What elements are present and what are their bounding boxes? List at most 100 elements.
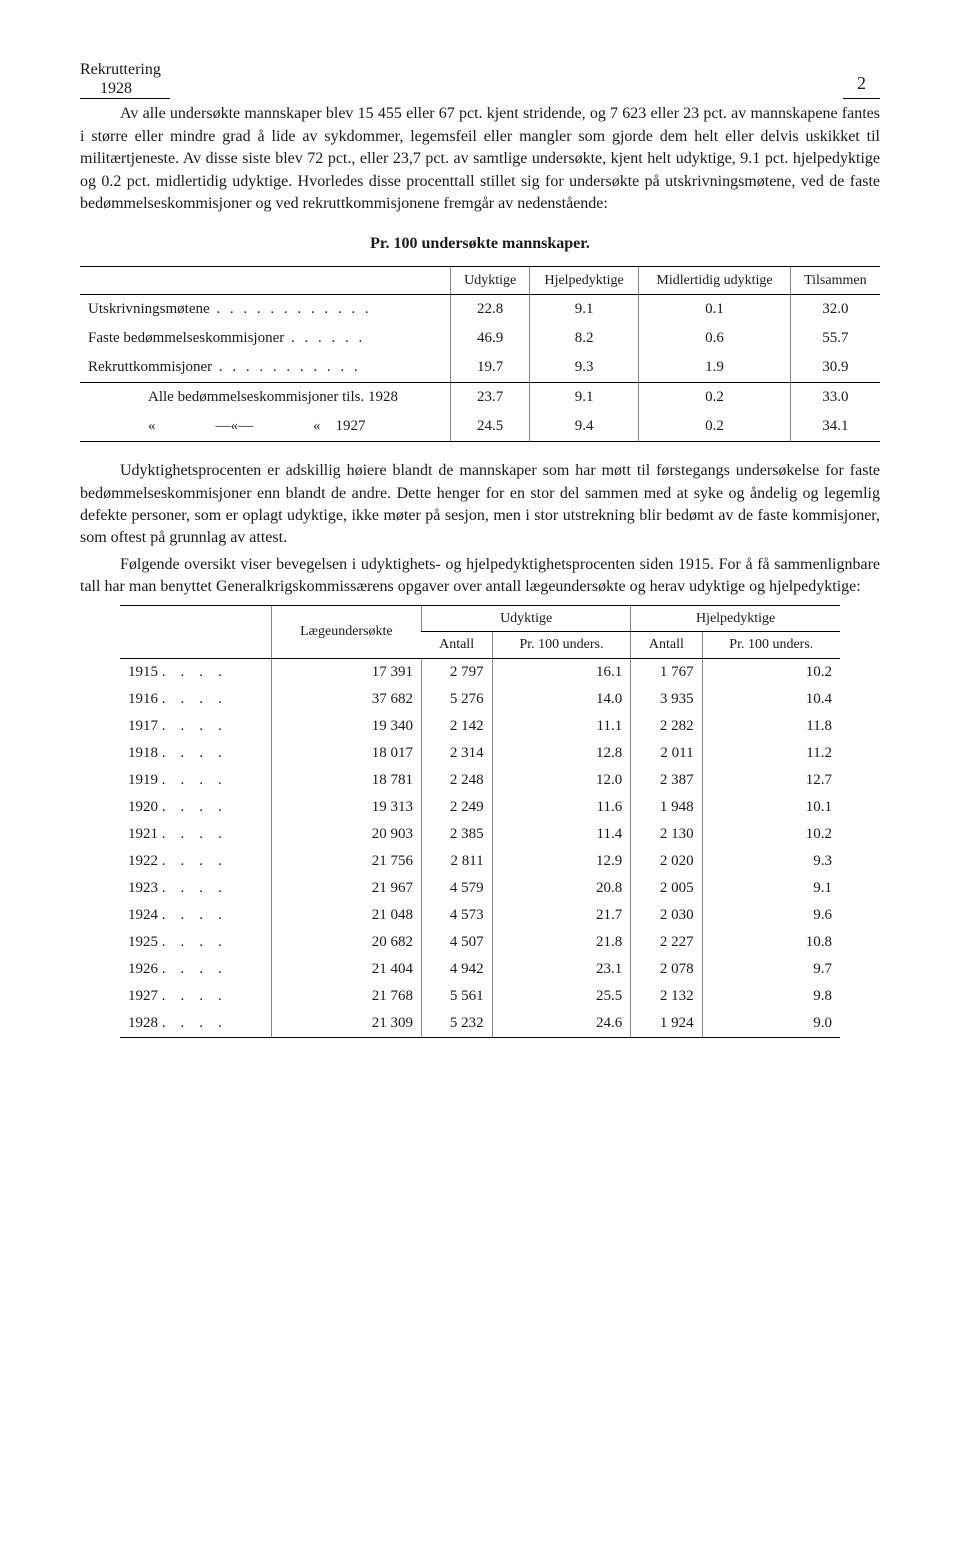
t1h1: Udyktige	[451, 266, 530, 295]
table1-row: Faste bedømmelseskommisjoner . . . . . .…	[80, 324, 880, 353]
table2-row: 1925 . . . .20 6824 50721.82 22710.8	[120, 929, 840, 956]
t2-ha: 3 935	[631, 686, 702, 713]
table2-row: 1919 . . . .18 7812 24812.02 38712.7	[120, 767, 840, 794]
year-text: 1928	[80, 80, 132, 97]
t2-laege: 37 682	[271, 686, 421, 713]
t1h3: Midlertidig udyktige	[639, 266, 790, 295]
paragraph-1: Av alle undersøkte mannskaper blev 15 45…	[80, 103, 880, 215]
t1-cell: 0.6	[639, 324, 790, 353]
table2-row: 1926 . . . .21 4044 94223.12 0789.7	[120, 956, 840, 983]
t1-cell: 0.2	[639, 383, 790, 413]
t2h-laege: Lægeunder­søkte	[271, 605, 421, 658]
t2-ha: 2 387	[631, 767, 702, 794]
t2-up: 11.4	[492, 821, 631, 848]
table1-total-row: Alle bedømmelseskommisjoner tils. 192823…	[80, 383, 880, 413]
t2-year: 1917 . . . .	[120, 713, 271, 740]
t2-year: 1927 . . . .	[120, 983, 271, 1010]
table2-row: 1928 . . . .21 3095 23224.61 9249.0	[120, 1010, 840, 1038]
t2-ua: 4 573	[422, 902, 493, 929]
t2-laege: 21 967	[271, 875, 421, 902]
t2-laege: 17 391	[271, 658, 421, 686]
t1-cell: 24.5	[451, 412, 530, 442]
t2-year: 1923 . . . .	[120, 875, 271, 902]
t2-ua: 2 142	[422, 713, 493, 740]
t2-ha: 2 282	[631, 713, 702, 740]
t2-laege: 19 313	[271, 794, 421, 821]
table1-header-row: Udyktige Hjelpedyk­tige Midlertidig udyk…	[80, 266, 880, 295]
t1-label: Rekruttkommisjoner . . . . . . . . . . .	[80, 353, 451, 383]
paragraph-2: Udyktighetsprocenten er adskillig høiere…	[80, 460, 880, 550]
t2-laege: 21 756	[271, 848, 421, 875]
table1-total-row: « —«— « 192724.59.40.234.1	[80, 412, 880, 442]
t2-up: 11.6	[492, 794, 631, 821]
t2-hp: 10.8	[702, 929, 840, 956]
t2-year: 1926 . . . .	[120, 956, 271, 983]
t2-ha: 2 130	[631, 821, 702, 848]
t2-year: 1925 . . . .	[120, 929, 271, 956]
t2-ua: 2 249	[422, 794, 493, 821]
t2-ha: 2 011	[631, 740, 702, 767]
t2-up: 12.9	[492, 848, 631, 875]
t2-ua: 5 276	[422, 686, 493, 713]
t1-cell: 9.3	[529, 353, 638, 383]
t1-cell: 0.1	[639, 295, 790, 325]
t2-up: 12.8	[492, 740, 631, 767]
t2h-ua: Antall	[422, 632, 493, 659]
t1-cell: 1.9	[639, 353, 790, 383]
t2-laege: 21 048	[271, 902, 421, 929]
t2-up: 12.0	[492, 767, 631, 794]
t2-year: 1921 . . . .	[120, 821, 271, 848]
t1h2: Hjelpedyk­tige	[529, 266, 638, 295]
t1-total-label: « —«— « 1927	[80, 412, 451, 442]
table2-row: 1921 . . . .20 9032 38511.42 13010.2	[120, 821, 840, 848]
t1-cell: 34.1	[790, 412, 880, 442]
t2-laege: 18 781	[271, 767, 421, 794]
table2-row: 1917 . . . .19 3402 14211.12 28211.8	[120, 713, 840, 740]
t2-ua: 5 232	[422, 1010, 493, 1038]
t1-cell: 8.2	[529, 324, 638, 353]
t2-up: 20.8	[492, 875, 631, 902]
t2-laege: 21 404	[271, 956, 421, 983]
table2-row: 1916 . . . .37 6825 27614.03 93510.4	[120, 686, 840, 713]
t2-ha: 2 030	[631, 902, 702, 929]
table2-row: 1920 . . . .19 3132 24911.61 94810.1	[120, 794, 840, 821]
table1-row: Utskrivningsmøtene . . . . . . . . . . .…	[80, 295, 880, 325]
t2-year: 1924 . . . .	[120, 902, 271, 929]
t1-cell: 0.2	[639, 412, 790, 442]
t2-ha: 2 020	[631, 848, 702, 875]
t1-cell: 22.8	[451, 295, 530, 325]
t1-cell: 46.9	[451, 324, 530, 353]
t2-ha: 1 767	[631, 658, 702, 686]
t1-total-label: Alle bedømmelseskommisjoner tils. 1928	[80, 383, 451, 413]
t2-ua: 2 385	[422, 821, 493, 848]
t2-year: 1920 . . . .	[120, 794, 271, 821]
t2-hp: 9.1	[702, 875, 840, 902]
t1-label: Faste bedømmelseskommisjoner . . . . . .	[80, 324, 451, 353]
t2-hp: 9.3	[702, 848, 840, 875]
t2-up: 21.8	[492, 929, 631, 956]
t2-ha: 1 948	[631, 794, 702, 821]
t2-year: 1928 . . . .	[120, 1010, 271, 1038]
table2-row: 1922 . . . .21 7562 81112.92 0209.3	[120, 848, 840, 875]
t1-cell: 9.1	[529, 295, 638, 325]
t2-year: 1918 . . . .	[120, 740, 271, 767]
t2h-hp: Pr. 100 unders.	[702, 632, 840, 659]
t1-cell: 9.4	[529, 412, 638, 442]
table-1: Udyktige Hjelpedyk­tige Midlertidig udyk…	[80, 266, 880, 443]
t2-hp: 12.7	[702, 767, 840, 794]
t2-laege: 21 768	[271, 983, 421, 1010]
paragraph-3: Følgende oversikt viser bevegelsen i udy…	[80, 554, 880, 599]
t2-ua: 2 248	[422, 767, 493, 794]
table2-row: 1924 . . . .21 0484 57321.72 0309.6	[120, 902, 840, 929]
t2-ua: 4 507	[422, 929, 493, 956]
t2-hp: 9.0	[702, 1010, 840, 1038]
t1-cell: 32.0	[790, 295, 880, 325]
t2h-ha: Antall	[631, 632, 702, 659]
t2h-hjelp: Hjelpedyktige	[631, 605, 840, 632]
t1-cell: 9.1	[529, 383, 638, 413]
t2-hp: 10.1	[702, 794, 840, 821]
t2-ua: 2 314	[422, 740, 493, 767]
t2-ha: 2 005	[631, 875, 702, 902]
table2-row: 1927 . . . .21 7685 56125.52 1329.8	[120, 983, 840, 1010]
t2-ha: 2 227	[631, 929, 702, 956]
